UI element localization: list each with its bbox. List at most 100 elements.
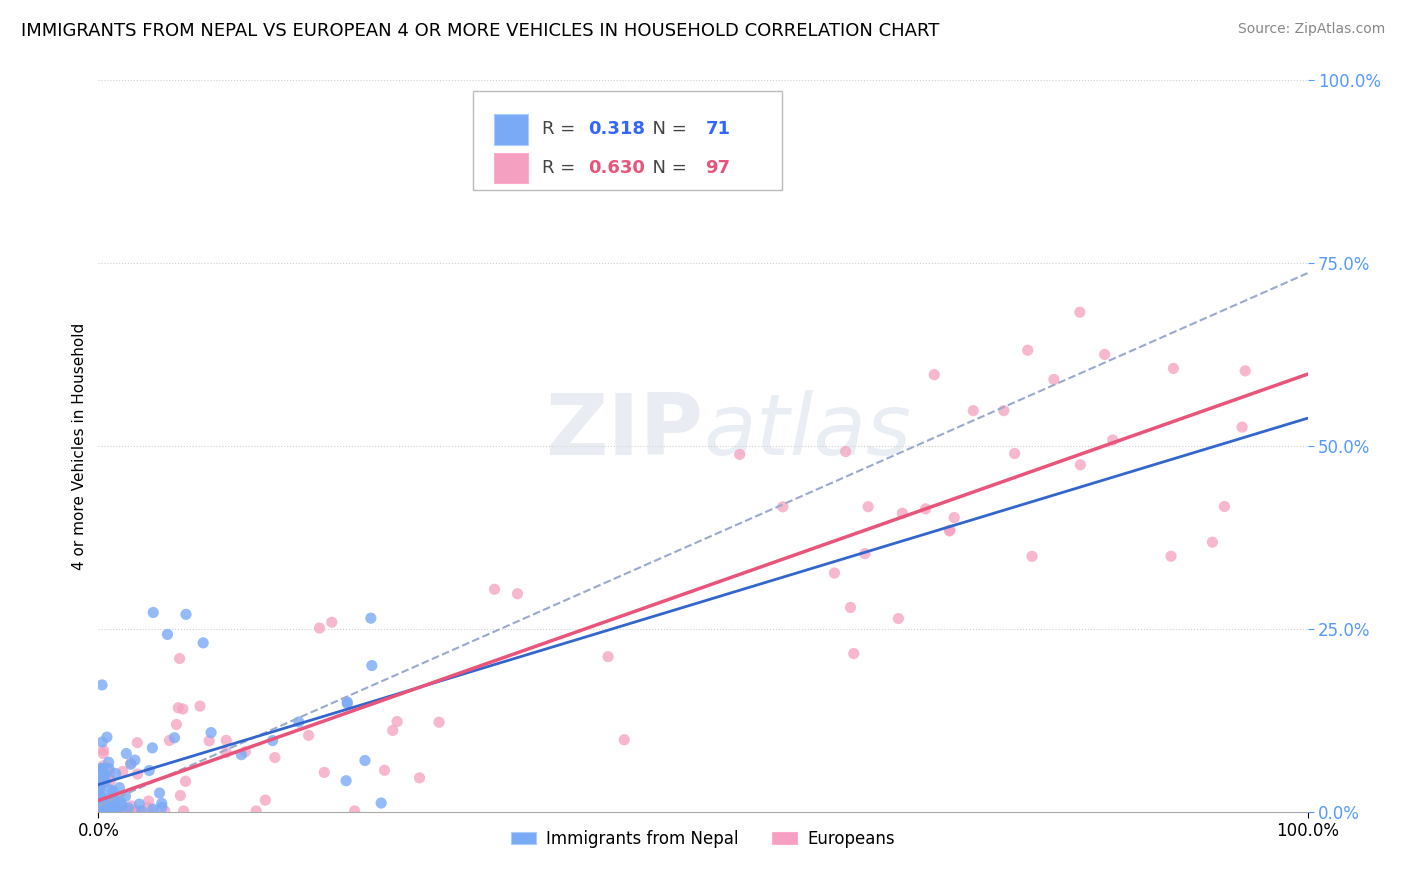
Point (93, 801, 115, 815)
Point (100, 794, 122, 808)
Point (89, 763, 111, 777)
Text: 97: 97 (706, 159, 731, 177)
Point (90, 793, 112, 807)
Point (484, 582, 506, 597)
Point (91, 759, 114, 773)
Text: R =: R = (543, 120, 581, 138)
Point (104, 804, 127, 818)
Point (101, 804, 124, 818)
Point (263, 750, 285, 764)
Point (1101, 433, 1123, 447)
Text: IMMIGRANTS FROM NEPAL VS EUROPEAN 4 OR MORE VEHICLES IN HOUSEHOLD CORRELATION CH: IMMIGRANTS FROM NEPAL VS EUROPEAN 4 OR M… (21, 22, 939, 40)
Point (385, 714, 408, 729)
Point (169, 651, 191, 665)
Point (993, 403, 1015, 417)
FancyBboxPatch shape (494, 153, 527, 184)
Point (100, 783, 122, 797)
Point (124, 804, 146, 818)
Point (104, 803, 127, 817)
Point (89, 775, 111, 789)
Point (245, 804, 267, 818)
Point (103, 804, 125, 818)
Point (107, 804, 129, 818)
Point (163, 731, 186, 745)
Point (1234, 364, 1257, 378)
FancyBboxPatch shape (474, 91, 782, 190)
Point (124, 753, 146, 767)
Point (193, 636, 215, 650)
Point (91, 747, 114, 761)
Point (596, 649, 619, 664)
Point (215, 746, 238, 760)
Point (381, 723, 404, 738)
Point (335, 773, 357, 788)
Point (91, 802, 114, 816)
Point (141, 804, 163, 818)
Point (914, 501, 936, 516)
Point (91, 761, 114, 775)
Text: 71: 71 (706, 120, 731, 138)
Point (89, 804, 111, 818)
Point (96, 791, 118, 805)
Point (112, 804, 135, 818)
Text: atlas: atlas (703, 390, 911, 473)
Point (93, 802, 115, 816)
Point (93, 743, 115, 757)
Point (939, 523, 962, 537)
Point (728, 447, 751, 461)
Point (174, 607, 197, 622)
Point (842, 647, 865, 661)
Point (159, 733, 181, 747)
Point (120, 798, 142, 813)
Point (91, 776, 114, 790)
Point (90, 766, 112, 780)
Text: Source: ZipAtlas.com: Source: ZipAtlas.com (1237, 22, 1385, 37)
Point (120, 756, 142, 771)
Point (233, 745, 256, 759)
Point (853, 547, 876, 561)
Point (1230, 420, 1253, 434)
Point (128, 797, 150, 811)
Point (90, 790, 112, 805)
Point (167, 700, 190, 714)
Point (89, 804, 111, 818)
Point (165, 717, 187, 731)
Point (174, 774, 197, 789)
Y-axis label: 4 or more Vehicles in Household: 4 or more Vehicles in Household (72, 322, 87, 570)
Point (115, 747, 138, 761)
Point (1043, 372, 1066, 386)
Point (287, 714, 309, 729)
Legend: Immigrants from Nepal, Europeans: Immigrants from Nepal, Europeans (505, 823, 901, 855)
Point (173, 804, 195, 818)
Point (891, 506, 914, 520)
Point (94, 798, 117, 813)
Point (1094, 347, 1116, 361)
Point (156, 627, 179, 641)
Point (100, 773, 122, 788)
Text: 0.630: 0.630 (588, 159, 645, 177)
Point (169, 789, 191, 803)
Point (89, 796, 111, 810)
Point (142, 606, 165, 620)
Point (127, 736, 149, 750)
Point (100, 793, 122, 807)
Point (91, 735, 114, 749)
Point (506, 587, 529, 601)
Point (200, 725, 222, 739)
Point (1213, 500, 1236, 514)
Point (360, 658, 382, 673)
Point (1004, 446, 1026, 460)
Point (93, 769, 115, 783)
Point (131, 804, 153, 818)
Point (90, 785, 112, 799)
Point (336, 695, 359, 709)
Point (1201, 535, 1223, 549)
Point (150, 797, 173, 811)
Point (111, 764, 134, 779)
Point (94, 775, 117, 789)
Point (148, 786, 170, 800)
Point (98, 764, 121, 779)
Point (938, 524, 960, 538)
Point (772, 500, 794, 514)
Point (97, 762, 120, 776)
